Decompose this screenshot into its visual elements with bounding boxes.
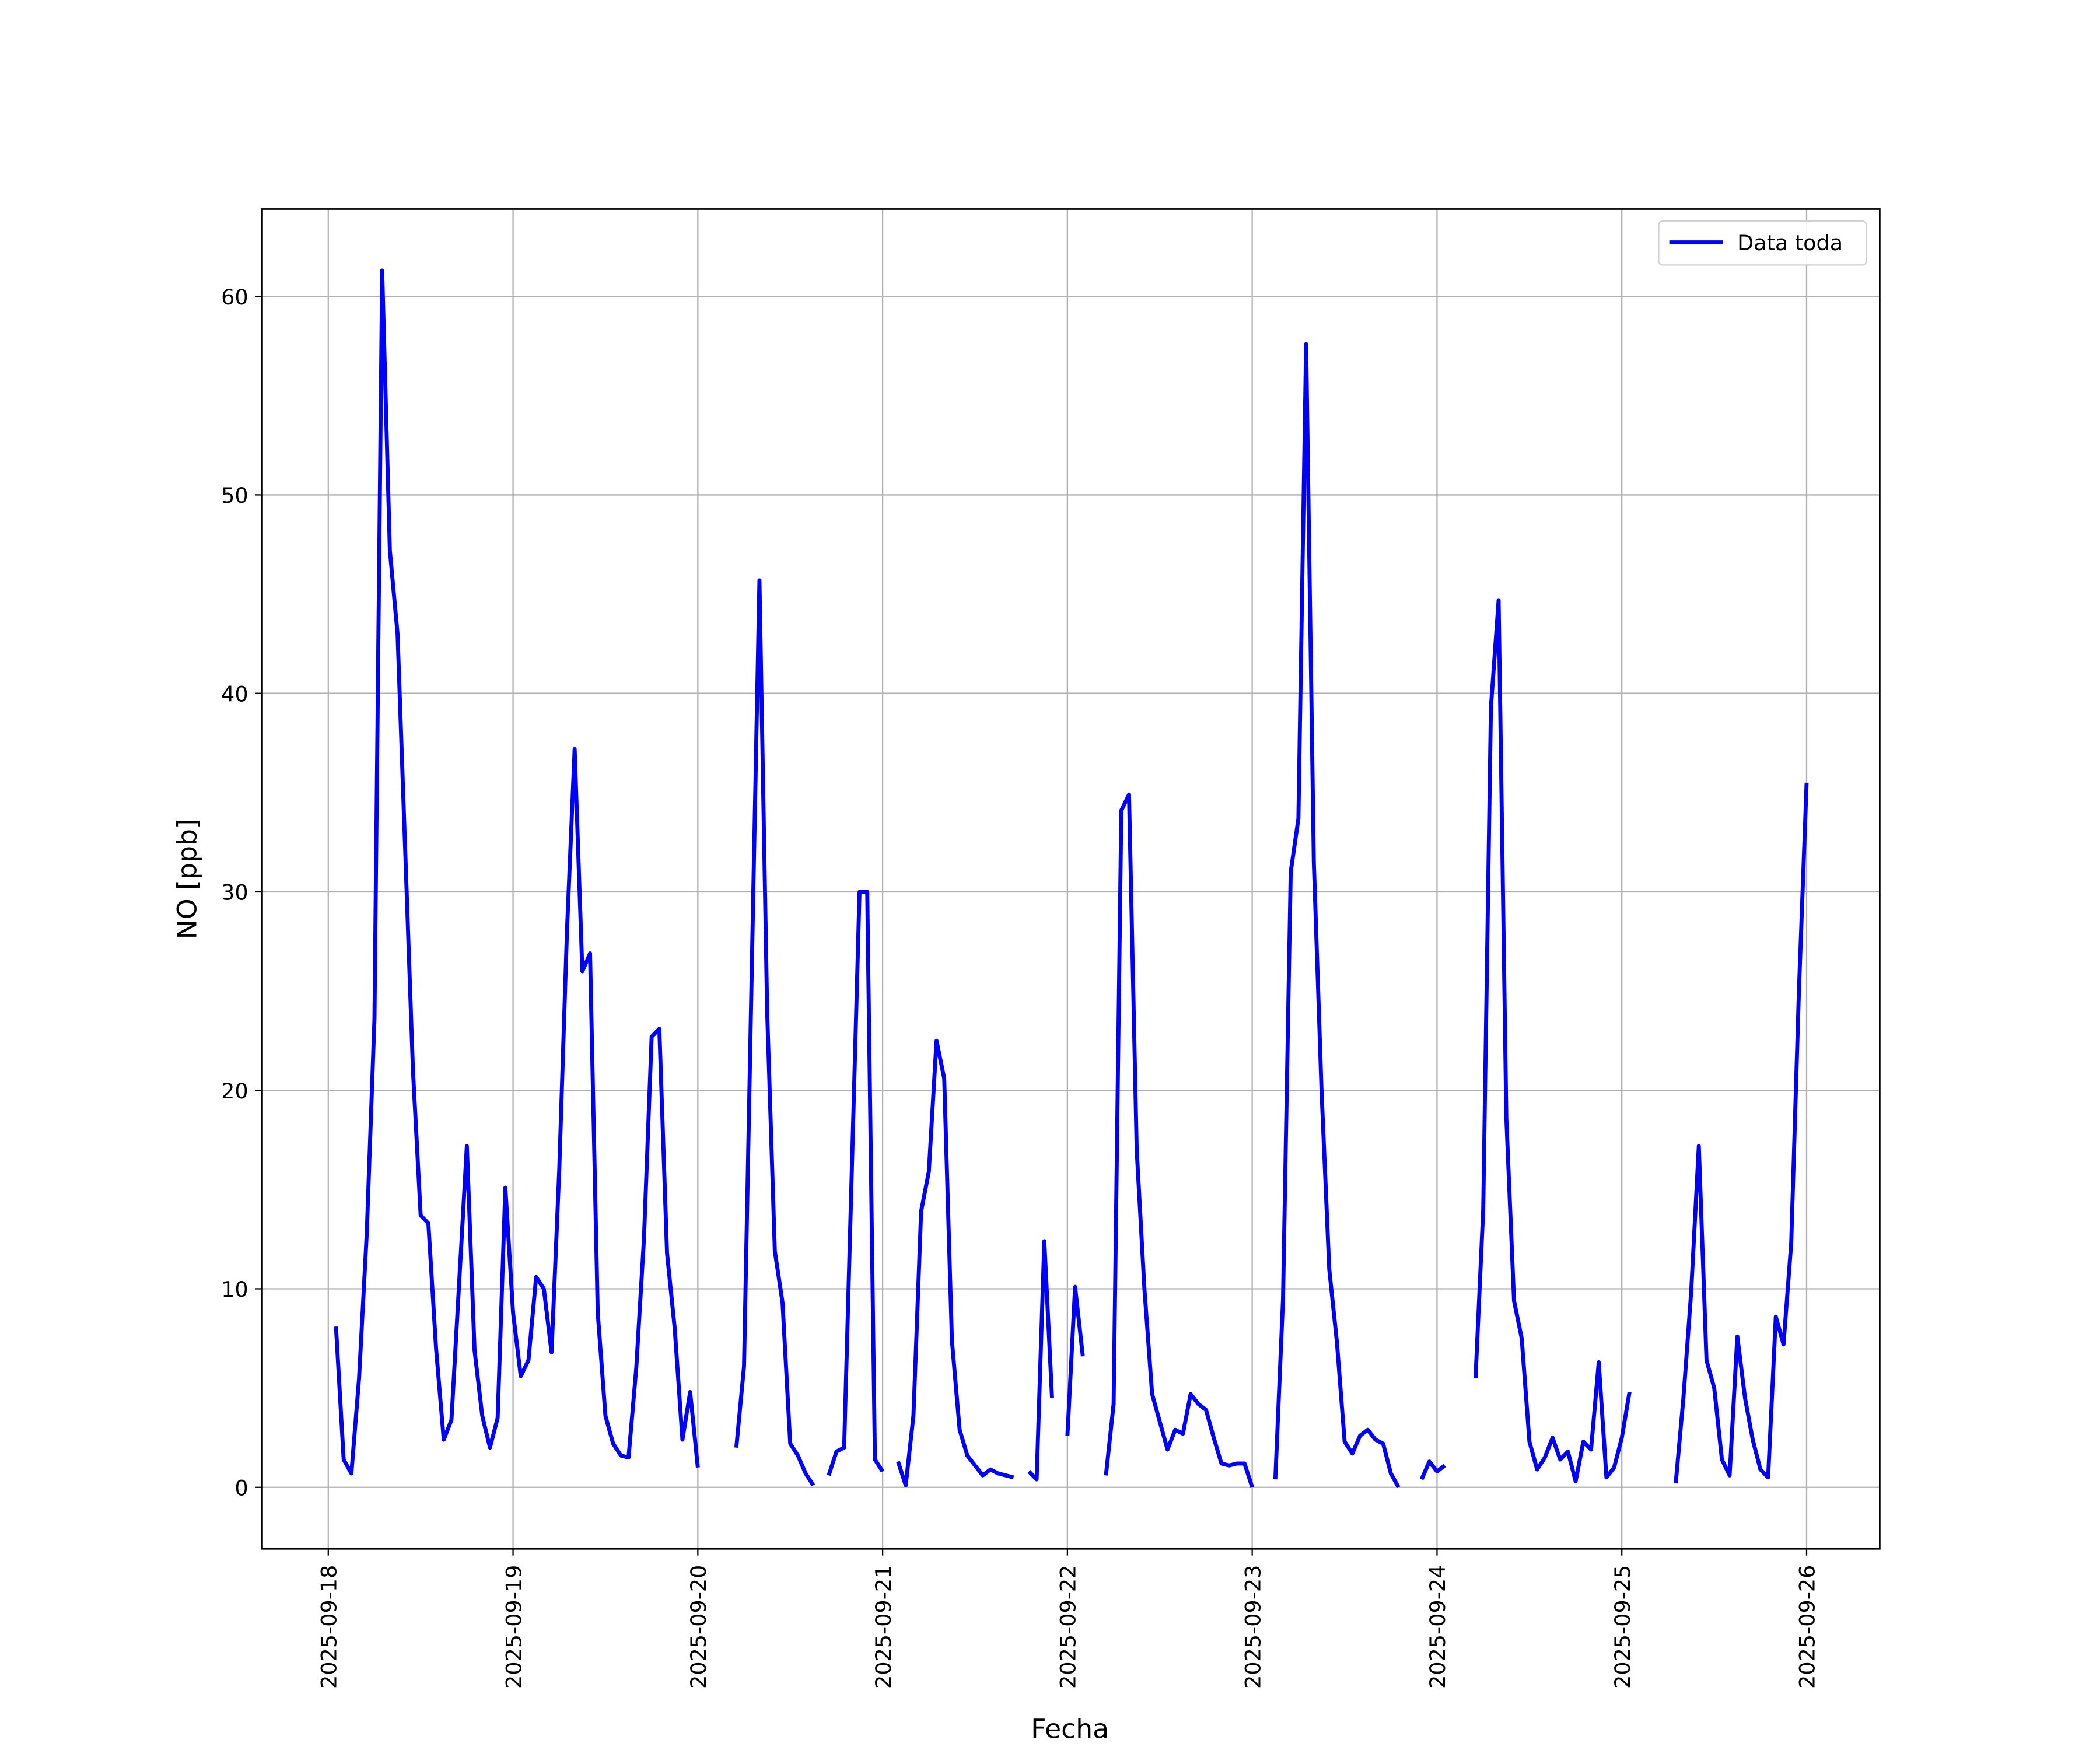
y-axis-label: NO [ppb] — [172, 818, 203, 939]
x-tick-label: 2025-09-26 — [1795, 1565, 1820, 1689]
legend-box — [1658, 220, 1867, 266]
y-tick-label: 50 — [221, 483, 248, 508]
x-tick-label: 2025-09-21 — [871, 1565, 896, 1689]
x-tick-label: 2025-09-19 — [501, 1565, 526, 1689]
legend-label: Data toda — [1737, 230, 1843, 256]
y-tick-label: 20 — [221, 1079, 248, 1104]
y-tick-label: 40 — [221, 681, 248, 706]
x-tick-label: 2025-09-25 — [1610, 1565, 1635, 1689]
x-tick-label: 2025-09-20 — [686, 1565, 711, 1689]
plot-frame — [261, 208, 1881, 1550]
x-axis-label: Fecha — [1031, 1713, 1109, 1744]
y-tick-label: 10 — [221, 1277, 248, 1302]
y-tick-label: 30 — [221, 880, 248, 905]
x-tick-label: 2025-09-24 — [1425, 1565, 1450, 1689]
data-line — [334, 268, 1809, 1489]
x-tick-label: 2025-09-18 — [316, 1565, 341, 1689]
y-tick-label: 0 — [235, 1475, 248, 1500]
x-tick-label: 2025-09-23 — [1240, 1565, 1265, 1689]
y-tick-label: 60 — [221, 285, 248, 310]
x-tick-label: 2025-09-22 — [1056, 1565, 1081, 1689]
